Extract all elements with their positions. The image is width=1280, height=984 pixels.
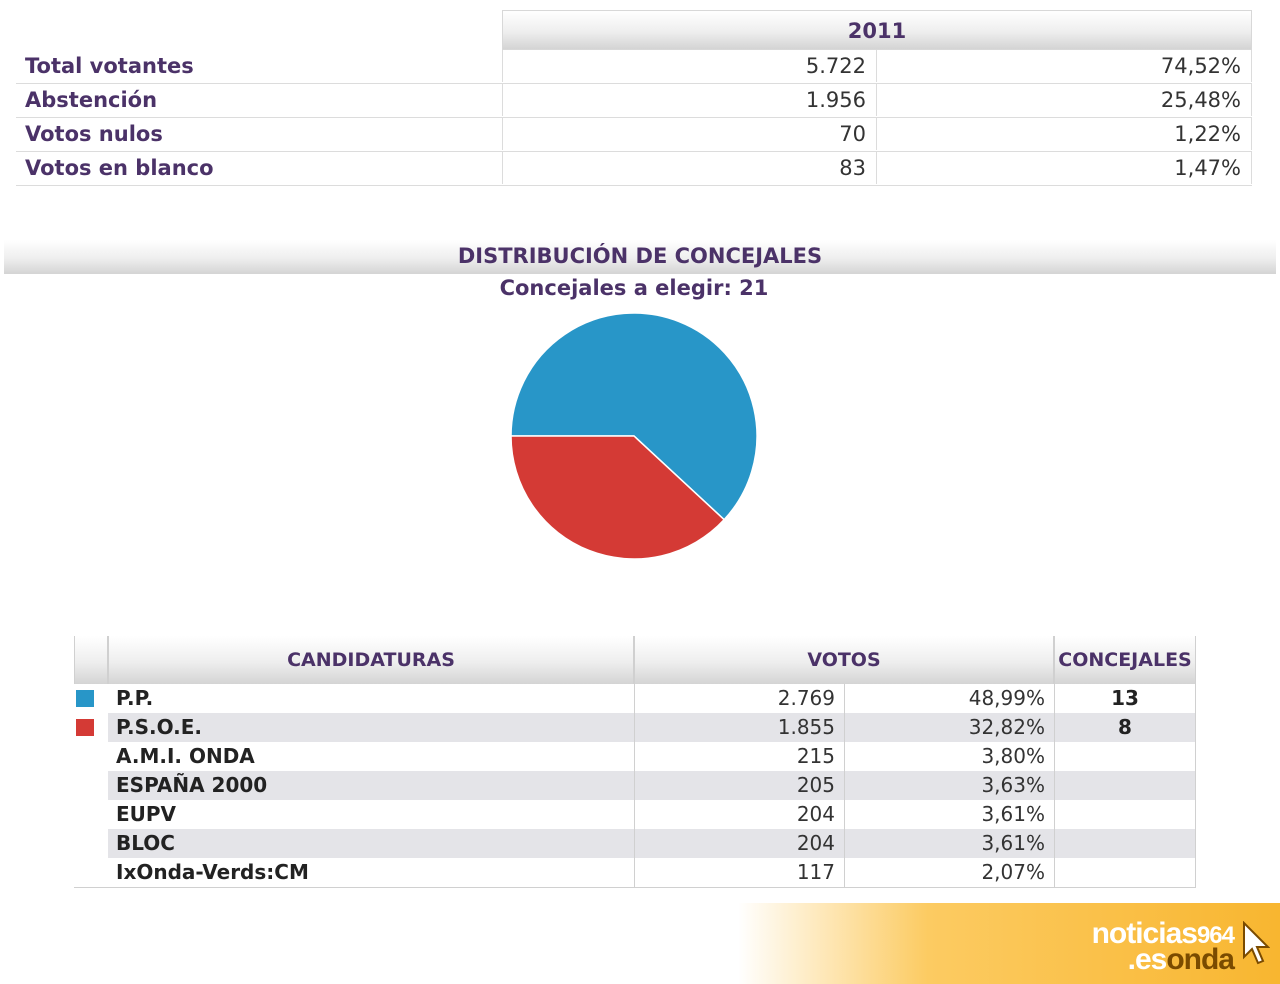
candidate-name: P.P. bbox=[116, 686, 154, 710]
psoe-color-swatch bbox=[76, 719, 94, 736]
candidate-percent: 48,99% bbox=[844, 684, 1054, 713]
candidate-votes: 215 bbox=[634, 742, 844, 771]
candidate-percent: 3,80% bbox=[844, 742, 1054, 771]
candidate-votes: 2.769 bbox=[634, 684, 844, 713]
candidate-votes: 117 bbox=[634, 858, 844, 887]
distribution-subtitle: Concejales a elegir: 21 bbox=[499, 276, 769, 300]
summary-count: 1.956 bbox=[502, 84, 876, 116]
candidate-name: ESPAÑA 2000 bbox=[108, 771, 634, 800]
candidate-row: IxOnda-Verds:CM 117 2,07% bbox=[74, 858, 1196, 888]
logo-text-bottom: .esonda bbox=[1127, 943, 1235, 977]
pie-slice-p-p bbox=[510, 312, 758, 521]
summary-row: Votos en blanco 83 1,47% bbox=[16, 152, 1252, 186]
swatch-column-header bbox=[74, 636, 108, 684]
distribution-title: DISTRIBUCIÓN DE CONCEJALES bbox=[4, 240, 1276, 274]
candidate-row: ESPAÑA 2000 205 3,63% bbox=[74, 771, 1196, 800]
summary-row: Votos nulos 70 1,22% bbox=[16, 118, 1252, 152]
concejales-header: CONCEJALES bbox=[1054, 636, 1196, 684]
summary-row: Abstención 1.956 25,48% bbox=[16, 84, 1252, 118]
candidate-votes: 1.855 bbox=[634, 713, 844, 742]
candidate-row: BLOC 204 3,61% bbox=[74, 829, 1196, 858]
candidate-percent: 3,61% bbox=[844, 829, 1054, 858]
candidate-row: EUPV 204 3,61% bbox=[74, 800, 1196, 829]
summary-percent: 25,48% bbox=[876, 84, 1252, 116]
logo-word: noticias bbox=[1091, 917, 1198, 950]
candidate-votes: 204 bbox=[634, 800, 844, 829]
summary-label: Votos en blanco bbox=[25, 156, 214, 180]
summary-label: Votos nulos bbox=[25, 122, 163, 146]
candidate-percent: 3,61% bbox=[844, 800, 1054, 829]
candidate-seats bbox=[1054, 800, 1196, 829]
seats-pie-chart bbox=[510, 312, 758, 560]
candidate-row: P.P. 2.769 48,99% 13 bbox=[74, 684, 1196, 713]
candidate-seats bbox=[1054, 829, 1196, 858]
logo-text-top: noticias964 bbox=[1091, 917, 1235, 951]
candidates-table: CANDIDATURAS VOTOS CONCEJALES P.P. 2.769… bbox=[74, 636, 1196, 889]
candidate-percent: 32,82% bbox=[844, 713, 1054, 742]
candidate-name: BLOC bbox=[108, 829, 634, 858]
logo-number: 964 bbox=[1196, 922, 1235, 949]
candidate-votes: 204 bbox=[634, 829, 844, 858]
summary-percent: 1,47% bbox=[876, 152, 1252, 184]
candidaturas-header: CANDIDATURAS bbox=[108, 636, 634, 684]
candidate-name: EUPV bbox=[116, 802, 177, 826]
candidate-row: P.S.O.E. 1.855 32,82% 8 bbox=[74, 713, 1196, 742]
candidate-seats bbox=[1054, 771, 1196, 800]
candidate-seats: 8 bbox=[1054, 713, 1196, 742]
candidate-name: IxOnda-Verds:CM bbox=[116, 860, 309, 884]
candidate-name: A.M.I. ONDA bbox=[116, 744, 255, 768]
candidate-name: P.S.O.E. bbox=[108, 713, 634, 742]
summary-count: 70 bbox=[502, 118, 876, 150]
candidate-percent: 2,07% bbox=[844, 858, 1054, 887]
year-header: 2011 bbox=[502, 10, 1252, 50]
logo-town: onda bbox=[1166, 943, 1235, 976]
noticias964-logo-banner: noticias964 .esonda bbox=[738, 903, 1280, 984]
pp-color-swatch bbox=[76, 690, 94, 707]
votos-header: VOTOS bbox=[634, 636, 1054, 684]
candidate-seats bbox=[1054, 858, 1196, 887]
cursor-icon bbox=[1243, 921, 1270, 965]
logo-domain: .es bbox=[1127, 943, 1168, 976]
candidate-row: A.M.I. ONDA 215 3,80% bbox=[74, 742, 1196, 771]
summary-label: Abstención bbox=[25, 88, 158, 112]
summary-count: 83 bbox=[502, 152, 876, 184]
candidate-votes: 205 bbox=[634, 771, 844, 800]
summary-percent: 74,52% bbox=[876, 50, 1252, 82]
pie-slice-p-s-o-e bbox=[510, 435, 726, 560]
candidate-seats bbox=[1054, 742, 1196, 771]
summary-count: 5.722 bbox=[502, 50, 876, 82]
summary-percent: 1,22% bbox=[876, 118, 1252, 150]
summary-label: Total votantes bbox=[25, 54, 194, 78]
candidate-percent: 3,63% bbox=[844, 771, 1054, 800]
summary-row: Total votantes 5.722 74,52% bbox=[16, 50, 1252, 84]
summary-table: 2011 Total votantes 5.722 74,52% Abstenc… bbox=[16, 10, 1252, 186]
candidate-seats: 13 bbox=[1054, 684, 1196, 713]
